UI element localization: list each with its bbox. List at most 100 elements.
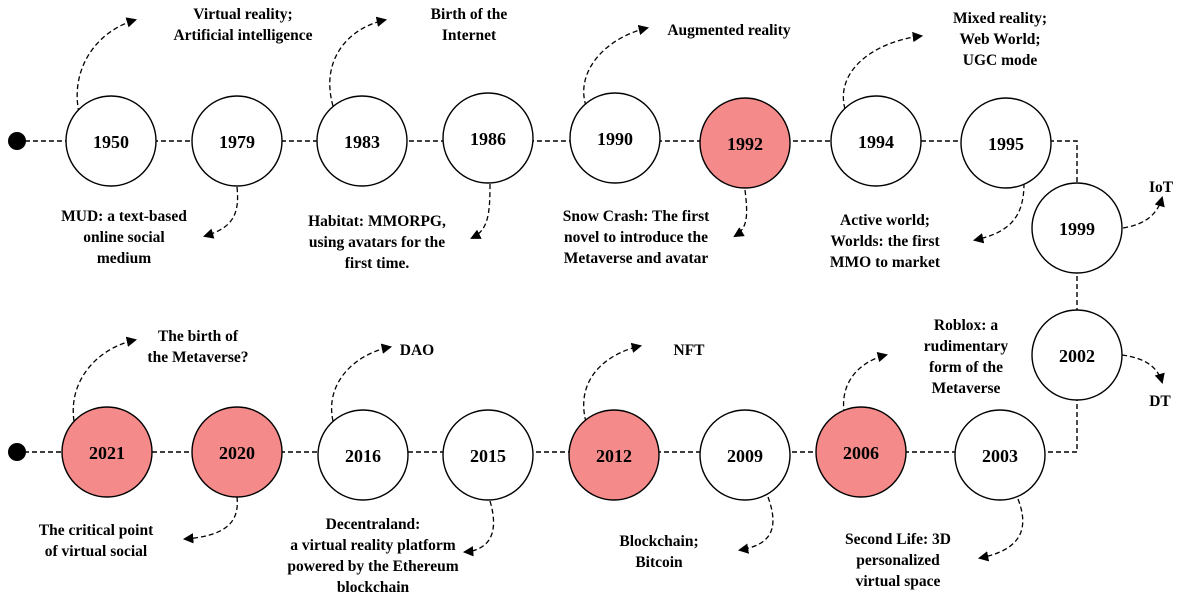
year-label: 2006: [843, 443, 879, 463]
annotation-line: Metaverse and avatar: [564, 250, 709, 267]
annotation-line: using avatars for the: [309, 234, 445, 251]
timeline-connectors: [8, 132, 1078, 461]
annotation-arrow-2020: [182, 496, 238, 544]
annotation-line: the Metaverse?: [147, 349, 248, 366]
annotation-2020: The critical point of virtual social: [39, 522, 154, 560]
year-node-1992: 1992: [699, 97, 791, 189]
year-node-1979: 1979: [191, 95, 283, 187]
year-node-1986: 1986: [442, 92, 534, 184]
annotation-arrow-1950: [76, 17, 137, 114]
year-node-1983: 1983: [316, 95, 408, 187]
annotation-arrow-1994: [842, 31, 924, 110]
year-label: 2016: [345, 446, 381, 466]
annotation-1992: Snow Crash: The first novel to introduce …: [563, 208, 710, 267]
annotation-line: Decentraland:: [326, 516, 421, 533]
annotation-arrow-2012: [583, 342, 643, 423]
annotation-line: Virtual reality;: [193, 6, 292, 23]
annotation-1995: Active world; Worlds: the first MMO to mar…: [830, 212, 941, 271]
year-label: 2015: [470, 446, 506, 466]
annotation-arrow-1992: [733, 189, 748, 238]
year-node-1994: 1994: [830, 95, 922, 187]
annotation-line: Web World;: [959, 31, 1040, 48]
annotation-line: of virtual social: [45, 543, 148, 560]
year-label: 1994: [858, 132, 894, 152]
annotation-1983: Birth of the Internet: [431, 6, 508, 44]
annotation-line: Metaverse: [932, 380, 1001, 397]
year-label: 2020: [219, 443, 255, 463]
annotation-2002: DT: [1149, 393, 1171, 410]
year-node-2012: 2012: [568, 409, 660, 501]
timeline-rail-bottom: [17, 228, 1078, 453]
year-node-2003: 2003: [954, 409, 1046, 501]
annotation-arrow-2015: [462, 500, 495, 557]
annotation-line: novel to introduce the: [564, 229, 708, 246]
annotation-2016: DAO: [400, 342, 434, 359]
annotation-arrow-1995: [972, 182, 1025, 244]
annotation-2012: NFT: [674, 342, 706, 359]
annotation-line: Mixed reality;: [953, 10, 1047, 27]
annotation-arrow-1979: [203, 186, 239, 239]
year-nodes: 1950 1979 1983 1986 1990 1992 1994 1995 1999 2002…: [61, 92, 1123, 501]
year-label: 1992: [727, 134, 763, 154]
year-label: 2021: [89, 443, 125, 463]
annotation-arrow-2003: [977, 498, 1024, 562]
year-node-2009: 2009: [699, 409, 791, 501]
year-node-1995: 1995: [960, 97, 1052, 189]
year-label: 1995: [988, 134, 1024, 154]
annotation-arrow-2016: [331, 343, 393, 422]
annotation-line: Artificial intelligence: [173, 27, 312, 44]
year-node-1950: 1950: [65, 95, 157, 187]
annotation-arrow-2002: [1121, 354, 1165, 384]
annotation-arrow-1990: [583, 24, 650, 107]
year-node-2021: 2021: [61, 406, 153, 498]
annotation-line: Snow Crash: The first: [563, 208, 710, 225]
annotation-line: Internet: [442, 27, 497, 44]
year-label: 2012: [596, 446, 632, 466]
annotation-line: MUD: a text-based: [61, 208, 187, 225]
year-node-1999: 1999: [1031, 182, 1123, 274]
year-node-2015: 2015: [442, 409, 534, 501]
annotation-line: NFT: [674, 342, 706, 359]
annotation-labels: Virtual reality; Artificial intelligence M…: [39, 6, 1174, 596]
annotation-line: Roblox: a: [934, 317, 998, 334]
annotation-1994: Mixed reality; Web World; UGC mode: [953, 10, 1047, 69]
annotation-line: online social: [83, 229, 165, 246]
annotation-line: first time.: [345, 255, 410, 272]
annotation-line: medium: [97, 250, 151, 267]
annotation-arrow-1986: [470, 183, 491, 239]
annotation-line: The critical point: [39, 522, 154, 539]
annotation-line: MMO to market: [830, 254, 941, 271]
annotation-arrow-1999: [1122, 196, 1165, 229]
annotation-line: UGC mode: [963, 52, 1038, 69]
annotation-line: Blockchain;: [619, 533, 698, 550]
annotation-arrow-2021: [72, 336, 138, 422]
annotation-line: DAO: [400, 342, 434, 359]
annotation-2009: Blockchain; Bitcoin: [619, 533, 698, 571]
year-label: 1950: [93, 132, 129, 152]
annotation-line: Worlds: the first: [830, 233, 940, 250]
annotation-line: Second Life: 3D: [845, 531, 951, 548]
annotation-line: form of the: [929, 359, 1003, 376]
annotation-line: The birth of: [158, 328, 239, 345]
annotation-2015: Decentraland: a virtual reality platform p…: [287, 516, 458, 596]
annotation-arrow-1983: [329, 16, 388, 107]
annotation-line: Active world;: [840, 212, 930, 229]
annotation-line: blockchain: [337, 579, 410, 596]
annotation-2003: Second Life: 3D personalized virtual space: [845, 531, 951, 590]
year-label: 1983: [344, 132, 380, 152]
annotation-line: DT: [1149, 393, 1171, 410]
annotation-1999: IoT: [1149, 179, 1174, 196]
annotation-line: rudimentary: [924, 338, 1009, 355]
year-label: 2003: [982, 446, 1018, 466]
annotation-line: Birth of the: [431, 6, 508, 23]
annotation-line: a virtual reality platform: [290, 537, 456, 554]
year-node-1990: 1990: [569, 92, 661, 184]
year-node-2006: 2006: [815, 406, 907, 498]
year-label: 2009: [727, 446, 763, 466]
annotation-2021: The birth of the Metaverse?: [147, 328, 248, 366]
year-label: 1990: [597, 129, 633, 149]
annotation-line: virtual space: [856, 573, 941, 590]
annotation-1986: Habitat: MMORPG, using avatars for the fir…: [308, 213, 446, 272]
annotation-1990: Augmented reality: [667, 22, 791, 39]
